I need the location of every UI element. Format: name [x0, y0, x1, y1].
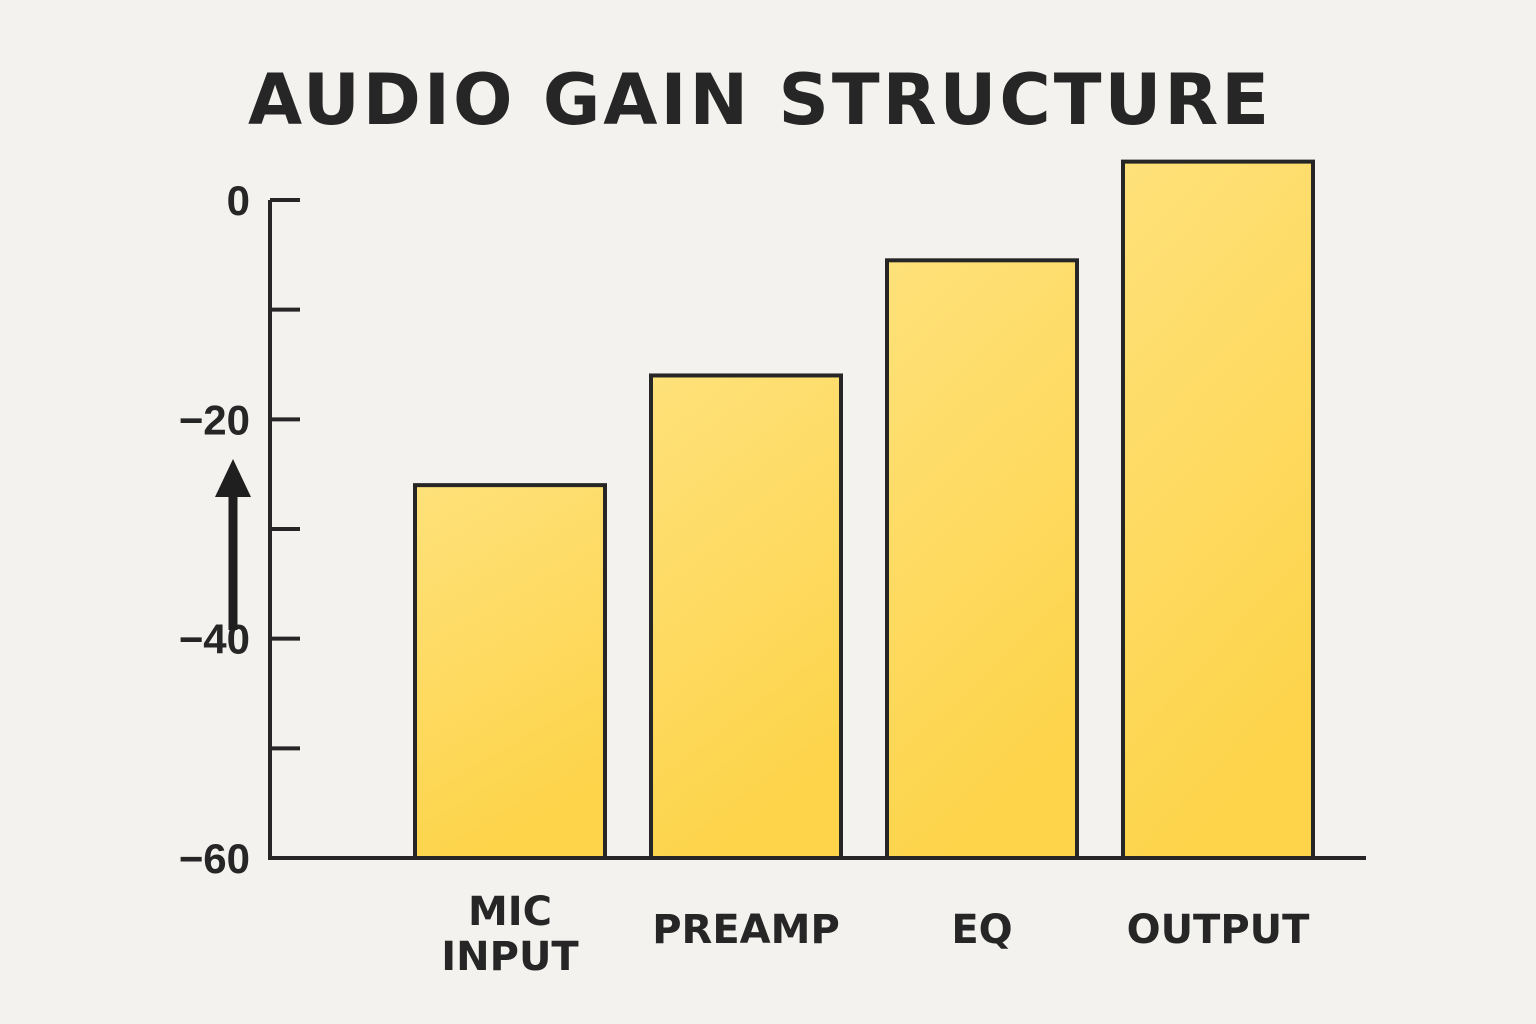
y-axis: 0 −20 −40 −60 — [179, 177, 300, 882]
x-tick-label: EQ — [951, 907, 1012, 953]
bar — [649, 373, 843, 860]
x-tick-label: OUTPUT — [1127, 907, 1311, 953]
y-tick-label: −40 — [179, 616, 250, 663]
x-tick-label: PREAMP — [652, 907, 840, 953]
bar — [1121, 159, 1315, 861]
bar — [885, 258, 1079, 861]
bar — [413, 483, 607, 860]
y-tick-label: −60 — [179, 835, 250, 882]
arrow-up-icon — [215, 459, 251, 630]
x-axis-labels: MIC INPUT PREAMP EQ OUTPUT — [441, 889, 1310, 980]
x-tick-label: MIC INPUT — [441, 889, 579, 980]
bars — [268, 159, 1366, 861]
y-tick-label: 0 — [227, 177, 250, 224]
chart-title: AUDIO GAIN STRUCTURE — [248, 59, 1272, 141]
y-tick-label: −20 — [179, 396, 250, 443]
